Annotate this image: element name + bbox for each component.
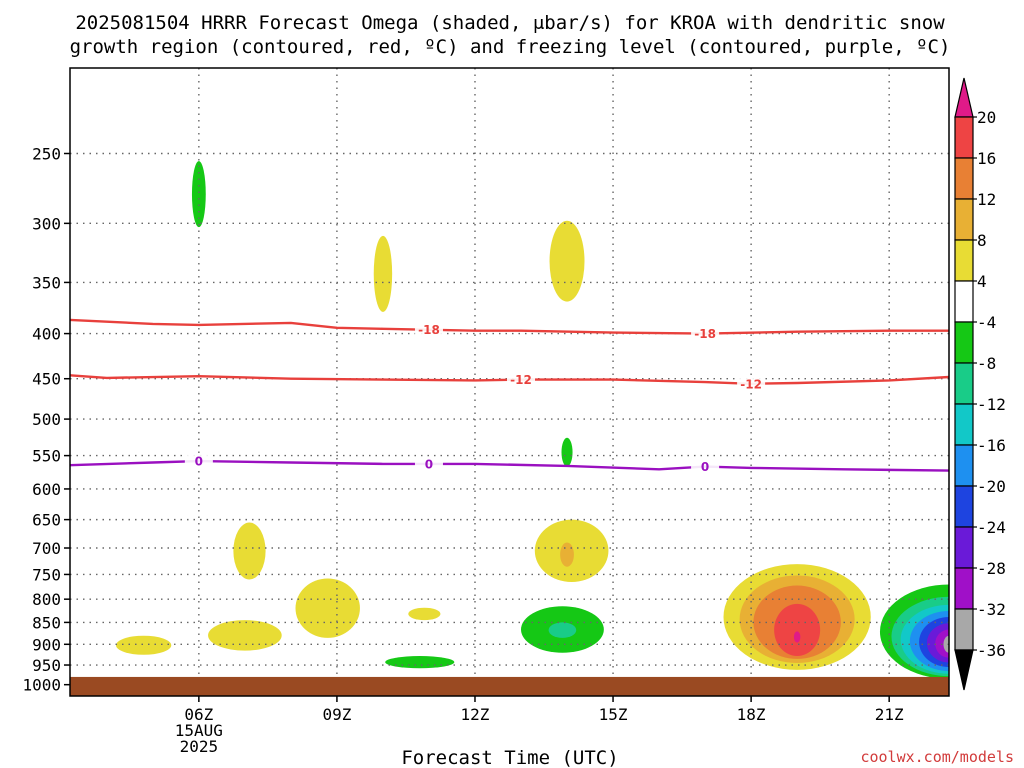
colorbar-bottom-arrow [954,649,974,691]
colorbar-label: 16 [977,149,996,168]
colorbar-bin-3 [954,239,974,282]
x-tick-date: 15AUG [175,721,223,740]
colorbar-bin-4 [954,280,974,323]
y-tick-label: 350 [32,273,61,292]
colorbar-label: 12 [977,190,996,209]
omega-region-4 [233,522,266,580]
omega-region-13 [385,656,455,669]
colorbar-bin-11 [954,567,974,610]
x-tick-label: 12Z [461,705,490,724]
omega-region-2 [549,220,585,302]
dgz-contour-label: -18 [694,327,716,341]
colorbar-bin-6 [954,362,974,405]
omega-region-10 [208,620,282,651]
colorbar-bin-8 [954,444,974,487]
omega-region-9 [116,635,172,655]
colorbar-label: -24 [977,518,1006,537]
y-tick-label: 1000 [22,676,61,695]
y-tick-label: 300 [32,214,61,233]
x-tick-label: 09Z [322,705,351,724]
chart-title-line2: growth region (contoured, red, ºC) and f… [70,36,951,58]
y-tick-label: 600 [32,480,61,499]
omega-region-26 [943,635,949,653]
colorbar-label: -32 [977,600,1006,619]
colorbar-label: -16 [977,436,1006,455]
freezing-contour-label: 0 [425,457,433,471]
y-tick-label: 800 [32,590,61,609]
dgz-label-bg-1-0 [507,372,536,387]
colorbar-label: -12 [977,395,1006,414]
dgz-contour-label: -18 [418,323,440,337]
omega-region-0 [191,161,206,228]
dgz-label-bg-1-1 [737,376,766,391]
y-tick-label: 850 [32,613,61,632]
ground-surface [70,676,949,696]
colorbar: 20 16 12 8 4 -4 -8 -12 -16 -20 -24 -28 -32 -36 [954,77,1006,691]
colorbar-label: -20 [977,477,1006,496]
dgz-label-bg-0-0 [414,322,443,337]
colorbar-bin-5 [954,321,974,364]
colorbar-label: -28 [977,559,1006,578]
colorbar-bin-10 [954,526,974,569]
dgz-contour-label: -12 [740,377,762,391]
colorbar-bin-2 [954,198,974,241]
colorbar-top-arrow [954,77,974,118]
colorbar-label: 4 [977,272,987,291]
colorbar-bin-0 [954,116,974,159]
colorbar-bin-12 [954,608,974,651]
colorbar-label: 20 [977,108,996,127]
y-tick-label: 900 [32,635,61,654]
omega-region-18 [793,631,801,643]
freezing-label-bg-0-0 [184,454,213,469]
x-tick-label: 15Z [599,705,628,724]
y-tick-label: 400 [32,325,61,344]
credit-text: coolwx.com/models [860,748,1014,766]
y-tick-label: 700 [32,539,61,558]
y-tick-label: 650 [32,511,61,530]
omega-region-7 [295,578,360,638]
freezing-label-bg-0-2 [691,459,720,474]
dgz-contour-0 [69,318,949,335]
colorbar-bin-9 [954,485,974,528]
omega-region-12 [548,622,577,638]
colorbar-label: -4 [977,313,996,332]
ground-rect [70,676,949,696]
colorbar-bin-1 [954,157,974,200]
y-tick-label: 550 [32,447,61,466]
colorbar-label: -36 [977,641,1006,660]
omega-region-1 [373,235,393,312]
x-axis-label: Forecast Time (UTC) [401,747,618,768]
chart-title-line1: 2025081504 HRRR Forecast Omega (shaded, … [75,12,945,34]
y-tick-label: 950 [32,656,61,675]
freezing-label-bg-0-1 [414,456,443,471]
y-tick-label: 250 [32,144,61,163]
x-tick-label: 18Z [737,705,766,724]
omega-region-3 [561,437,573,467]
x-tick-label: 06Z [184,705,213,724]
y-tick-label: 450 [32,370,61,389]
y-tick-label: 750 [32,565,61,584]
freezing-contour-label: 0 [195,455,203,469]
x-tick-label: 21Z [875,705,904,724]
contour-lines: -18 -18 -12 -12 0 0 0 [69,318,950,474]
grid-lines [70,68,949,677]
colorbar-label: 8 [977,231,987,250]
dgz-contour-label: -12 [510,373,532,387]
omega-region-6 [560,542,574,567]
omega-region-8 [408,607,441,621]
axes: 250 300 350 400 450 500 550 600 650 700 750 800 850 9… [22,67,950,756]
dgz-label-bg-0-1 [691,326,720,341]
freezing-contour-label: 0 [701,460,709,474]
colorbar-bin-7 [954,403,974,446]
omega-shading [116,161,949,679]
y-tick-label: 500 [32,410,61,429]
x-tick-year: 2025 [180,737,219,756]
colorbar-label: -8 [977,354,996,373]
plot-frame [69,67,950,697]
omega-region-17 [774,603,821,657]
